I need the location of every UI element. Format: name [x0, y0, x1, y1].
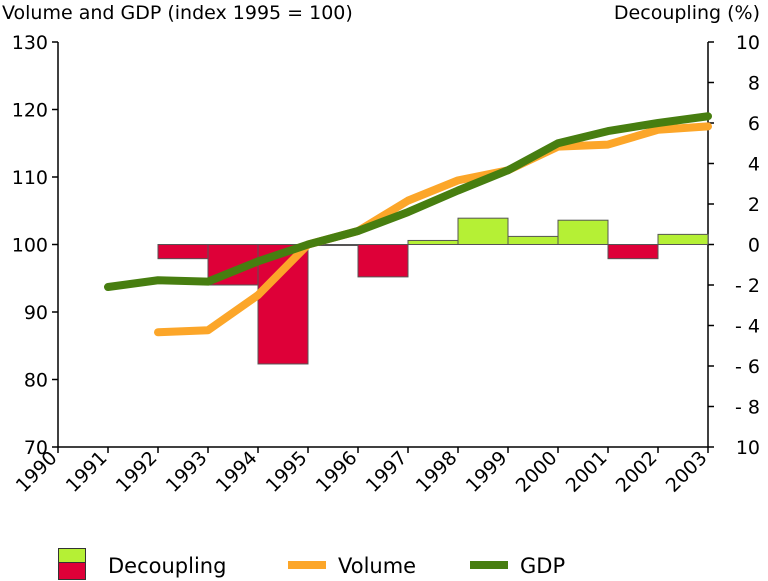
y-right-tick-label: 0	[748, 235, 760, 257]
y-right-tick-label: - 8	[735, 397, 760, 419]
x-tick-label: 1998	[412, 447, 462, 497]
x-tick-label: 2002	[612, 447, 662, 497]
y-right-tick-label: - 6	[735, 356, 760, 378]
gdp-line	[104, 112, 712, 292]
legend-swatch-negative	[58, 562, 86, 580]
y-right-tick-label: 10	[736, 437, 760, 459]
y-right-tick-label: 8	[748, 73, 760, 95]
legend-swatch-gdp	[470, 561, 508, 569]
decoupling-bar	[607, 244, 659, 260]
x-tick-label: 1991	[62, 447, 112, 497]
decoupling-bar	[457, 217, 509, 246]
x-tick-label: 1996	[312, 447, 362, 497]
y-left-tick-label: 120	[12, 100, 48, 122]
legend-label-volume: Volume	[338, 554, 417, 578]
y-right-tick-label: 2	[748, 194, 760, 216]
x-tick-label: 2000	[512, 447, 562, 497]
legend-swatch-positive	[58, 548, 86, 563]
y-left-tick-label: 100	[12, 235, 48, 257]
legend-label-gdp: GDP	[520, 554, 566, 578]
right-axis-title: Decoupling (%)	[613, 2, 760, 24]
x-tick-label: 1999	[462, 447, 512, 497]
decoupling-bar	[507, 235, 559, 245]
y-right-tick-label: 10	[736, 32, 760, 54]
legend-swatch-volume	[288, 561, 326, 569]
y-right-tick-label: 6	[748, 113, 760, 135]
decoupling-bar	[157, 244, 209, 260]
y-left-tick-label: 70	[24, 437, 48, 459]
left-axis-title: Volume and GDP (index 1995 = 100)	[2, 2, 353, 24]
chart: 130 120 110 100 90 80 70 10 8 6 4 2 0 - 2 - 4 - 6 - 8 10 1…	[12, 32, 760, 497]
decoupling-bar	[557, 219, 609, 245]
x-tick-label: 1995	[262, 447, 312, 497]
x-tick-label: 2003	[662, 447, 712, 497]
y-right-tick-label: - 2	[735, 275, 760, 297]
y-right-tick-label: 4	[748, 154, 760, 176]
x-tick-label: 1994	[212, 447, 262, 497]
x-tick-label: 1997	[362, 447, 412, 497]
y-right-tick-label: - 4	[735, 316, 760, 338]
x-tick-label: 1992	[112, 447, 162, 497]
y-left-tick-label: 130	[12, 32, 48, 54]
x-tick-label: 1993	[162, 447, 212, 497]
decoupling-bar	[357, 244, 409, 278]
decoupling-bar	[657, 233, 709, 245]
decoupling-bar	[407, 239, 459, 245]
y-left-tick-label: 110	[12, 167, 48, 189]
volume-line	[154, 122, 712, 337]
y-left-tick-label: 90	[24, 302, 48, 324]
x-tick-label: 2001	[562, 447, 612, 497]
y-left-tick-label: 80	[24, 370, 48, 392]
legend-label-decoupling: Decoupling	[108, 554, 227, 578]
